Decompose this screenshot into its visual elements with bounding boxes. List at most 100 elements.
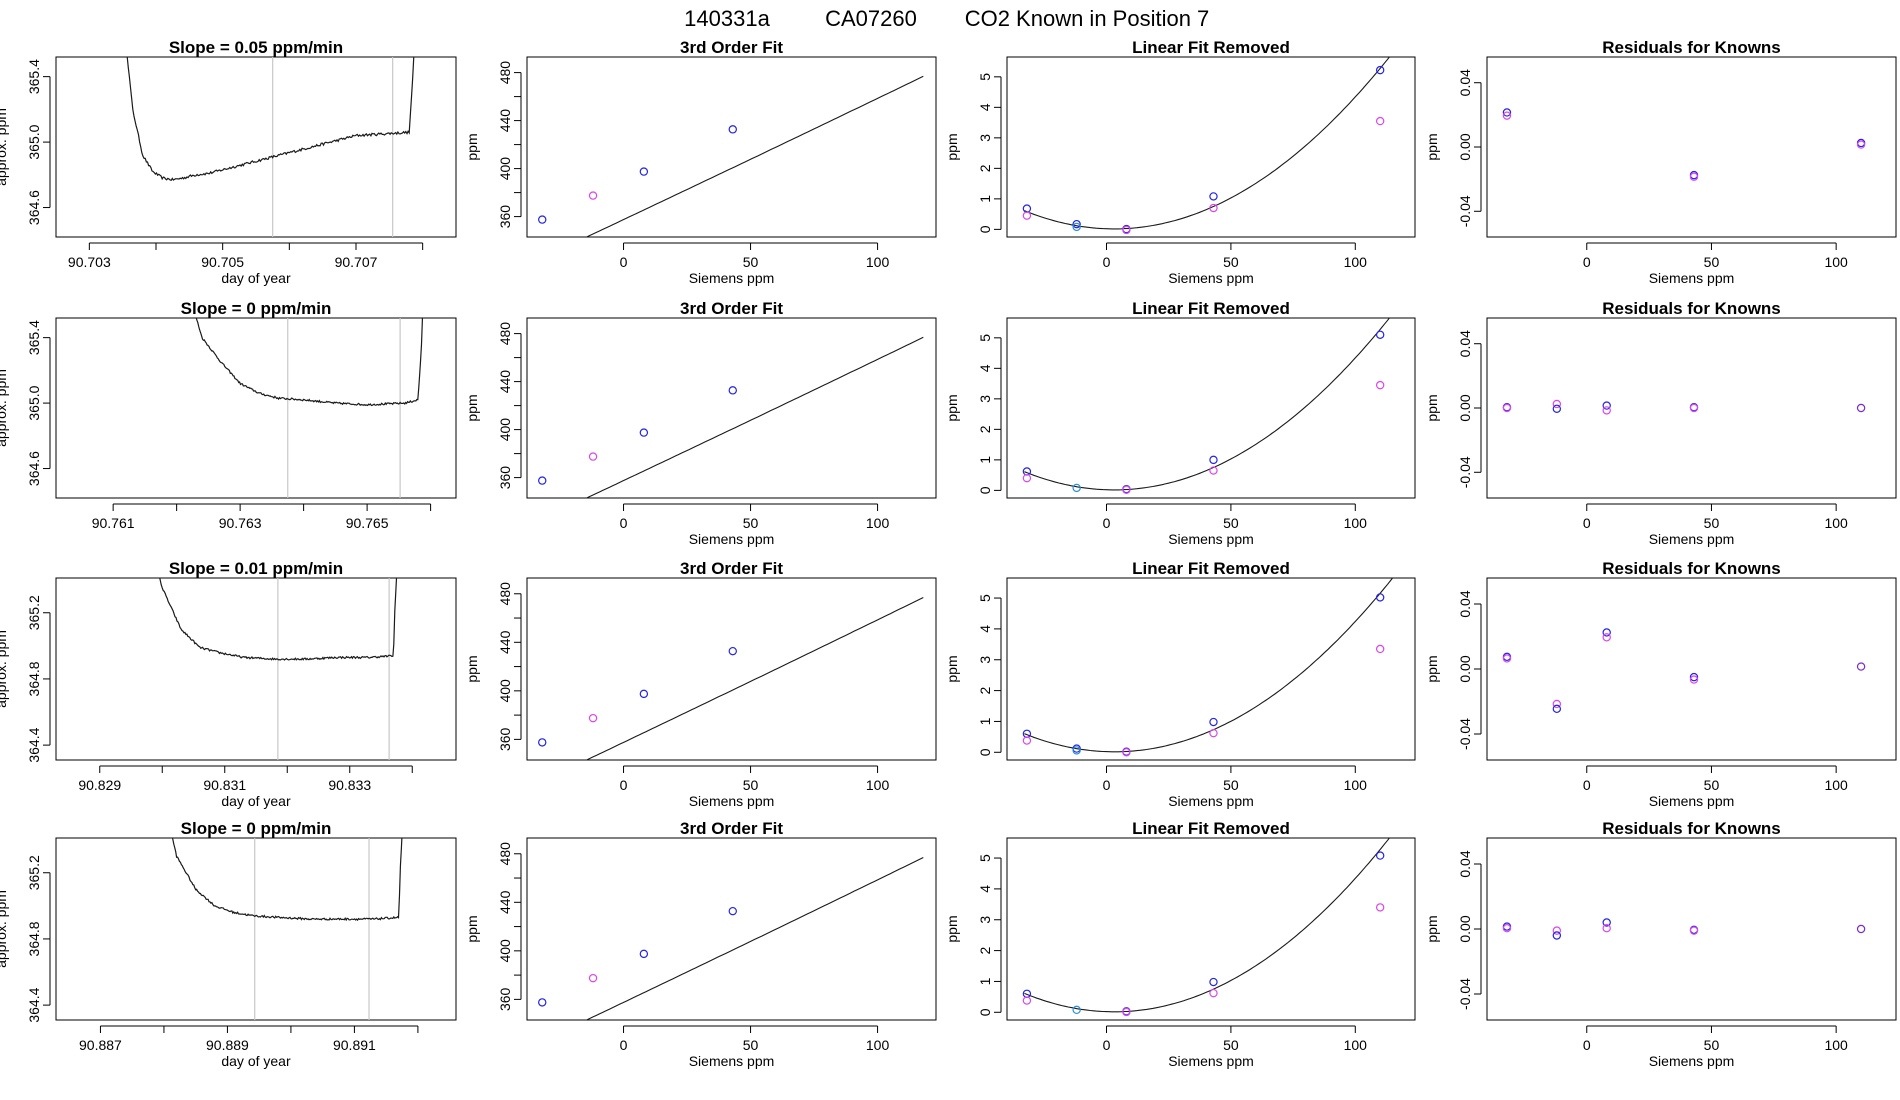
y-tick-label: 5: [977, 594, 993, 602]
data-point-magenta: [1209, 203, 1218, 213]
y-tick-label: 1: [977, 977, 993, 985]
plot-area: [1022, 838, 1391, 1017]
y-axis-label: ppm: [944, 915, 960, 942]
panel-title: Linear Fit Removed: [1132, 38, 1290, 57]
x-tick-label: 100: [866, 777, 890, 793]
x-tick-label: 100: [866, 1037, 890, 1053]
panel-residuals-row-3: Residuals for Knowns 0 50 100 Siemens ppm -0.…: [1424, 559, 1897, 809]
data-point-blue: [728, 386, 737, 395]
y-tick-label: 365.0: [26, 385, 42, 420]
y-tick-label: 440: [497, 890, 513, 914]
x-tick-label: 90.833: [328, 777, 371, 793]
data-point-magenta: [1375, 116, 1385, 126]
y-tick-label: 1: [977, 456, 993, 464]
y-tick-label: 2: [977, 164, 993, 172]
data-point-blue: [538, 738, 547, 747]
data-point-magenta: [588, 452, 598, 461]
x-tick-label: 100: [1824, 777, 1848, 793]
panel-fit-row-2: 3rd Order Fit 0 50 100 Siemens ppm 360 400 440 4…: [464, 299, 937, 547]
x-tick-label: 90.705: [201, 254, 244, 270]
y-axis-label: approx. ppm: [0, 108, 9, 186]
data-point-blue: [1209, 977, 1218, 987]
data-point-teal: [1072, 746, 1081, 755]
time-series-trace: [126, 57, 415, 182]
data-point-magenta: [1122, 748, 1131, 757]
data-point-blue: [639, 949, 649, 959]
x-tick-label: 0: [1103, 777, 1111, 793]
panel-title: Linear Fit Removed: [1132, 819, 1290, 838]
y-tick-label: 400: [497, 418, 513, 442]
data-point-magenta: [1375, 380, 1385, 390]
plot-frame: [1486, 577, 1897, 761]
y-tick-label: 365.4: [26, 59, 42, 94]
y-axis-label: approx. ppm: [0, 369, 9, 447]
data-point-magenta: [1209, 988, 1218, 998]
x-tick-label: 100: [1824, 254, 1848, 270]
x-axis-label: Siemens ppm: [1649, 1053, 1735, 1069]
y-tick-label: -0.04: [1457, 978, 1473, 1010]
x-tick-label: 90.707: [335, 254, 378, 270]
data-point-teal: [1072, 1005, 1081, 1015]
figure-title-description: CO2 Known in Position 7: [965, 6, 1210, 31]
plot-frame: [55, 837, 457, 1021]
data-point-magenta: [1856, 140, 1866, 149]
y-tick-label: 4: [977, 625, 993, 633]
data-point-blue: [1602, 918, 1611, 927]
y-tick-label: -0.04: [1457, 718, 1473, 750]
x-tick-label: 100: [1344, 254, 1368, 270]
y-axis-label: approx. ppm: [0, 890, 9, 968]
y-tick-label: 364.6: [26, 190, 42, 225]
plot-frame: [526, 577, 937, 761]
plot-area: [538, 597, 924, 760]
y-tick-label: 364.8: [26, 661, 42, 696]
y-axis-label: ppm: [1424, 394, 1440, 421]
panel-linear-removed-row-3: Linear Fit Removed 0 50 100 Siemens ppm 0 1 2 3 4…: [944, 559, 1416, 809]
data-point-magenta: [1552, 699, 1562, 709]
data-point-blue: [1209, 192, 1218, 201]
plot-area: [1022, 318, 1391, 494]
data-point-magenta: [1602, 923, 1611, 933]
y-tick-label: 364.8: [26, 921, 42, 956]
x-tick-label: 100: [1344, 1037, 1368, 1053]
x-tick-label: 50: [1223, 777, 1239, 793]
fit-curve: [1024, 578, 1394, 753]
data-point-magenta: [1209, 728, 1218, 738]
panel-title: Slope = 0 ppm/min: [181, 299, 332, 318]
y-tick-label: -0.04: [1457, 195, 1473, 227]
y-tick-label: 4: [977, 103, 993, 111]
plot-frame: [526, 56, 937, 238]
plot-frame: [1006, 56, 1416, 238]
y-tick-label: 0.04: [1457, 69, 1473, 96]
y-tick-label: 0.04: [1457, 590, 1473, 617]
data-point-magenta: [1689, 926, 1699, 935]
data-point-magenta: [1022, 736, 1032, 745]
x-axis-label: day of year: [221, 270, 291, 286]
data-point-blue: [1375, 65, 1385, 75]
x-tick-label: 0: [620, 254, 628, 270]
panel-grid: Slope = 0.05 ppm/min 90.703 90.705 90.707 da…: [0, 38, 1897, 1069]
y-tick-label: 0.04: [1457, 330, 1473, 357]
y-tick-label: 0.00: [1457, 394, 1473, 421]
plot-frame: [1486, 837, 1897, 1021]
x-tick-label: 0: [620, 777, 628, 793]
x-axis-label: Siemens ppm: [1168, 270, 1254, 286]
x-tick-label: 50: [743, 254, 759, 270]
y-tick-label: 365.4: [26, 320, 42, 355]
x-tick-label: 90.831: [203, 777, 246, 793]
y-tick-label: 0.00: [1457, 655, 1473, 682]
x-tick-label: 0: [1103, 254, 1111, 270]
panel-title: Slope = 0 ppm/min: [181, 819, 332, 838]
data-point-magenta: [1122, 1007, 1131, 1017]
x-tick-label: 100: [866, 254, 890, 270]
data-point-blue: [538, 476, 547, 485]
plot-frame: [1486, 56, 1897, 238]
x-tick-label: 0: [1103, 515, 1111, 531]
y-axis-label: ppm: [944, 655, 960, 682]
y-tick-label: 400: [497, 679, 513, 703]
y-tick-label: -0.04: [1457, 456, 1473, 488]
time-series-trace: [159, 578, 398, 661]
x-tick-label: 90.703: [68, 254, 111, 270]
x-axis-label: Siemens ppm: [689, 1053, 775, 1069]
x-axis-label: Siemens ppm: [1649, 793, 1735, 809]
